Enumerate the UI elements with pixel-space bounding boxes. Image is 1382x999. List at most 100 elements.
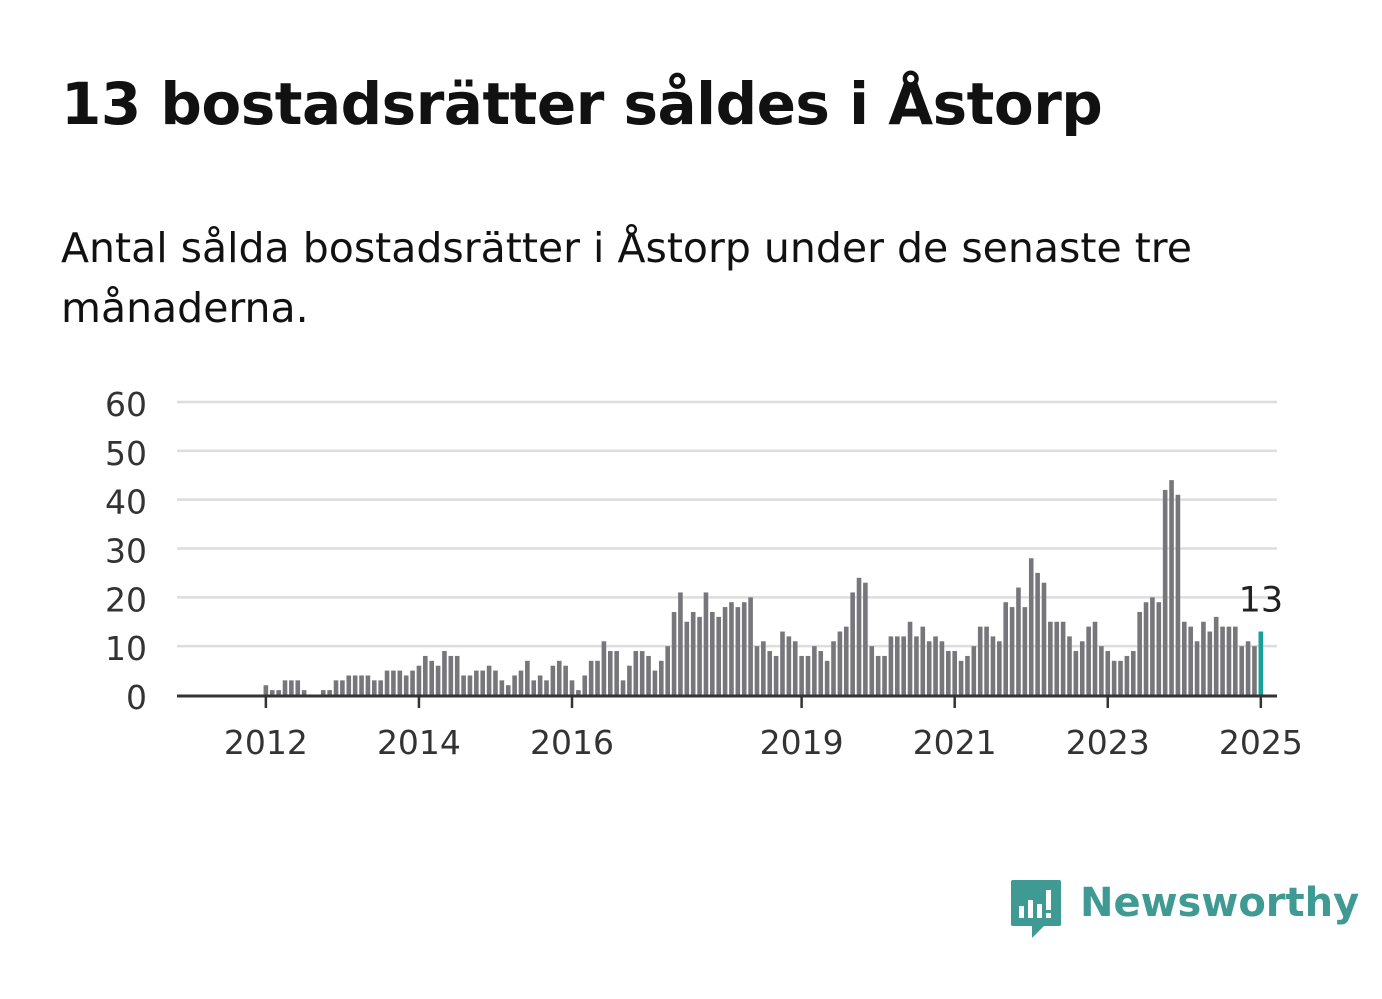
y-axis-ticks: 0 10 20 30 40 50 60 — [105, 385, 147, 717]
bar — [518, 670, 524, 695]
bar — [269, 690, 275, 695]
bar — [1028, 558, 1034, 695]
bar — [371, 680, 377, 695]
bar — [754, 646, 760, 695]
highlight-value-label: 13 — [1239, 581, 1284, 621]
bar — [697, 616, 702, 695]
bar — [537, 675, 543, 695]
bar — [467, 675, 473, 695]
bar — [920, 626, 926, 695]
bar — [633, 651, 639, 695]
bar — [748, 597, 753, 695]
bar — [690, 611, 696, 695]
bar — [486, 665, 492, 695]
bar — [812, 646, 817, 695]
bar — [984, 626, 989, 695]
bar — [1188, 626, 1193, 695]
bars — [263, 480, 1264, 695]
bar — [1201, 621, 1206, 695]
bar — [952, 651, 957, 695]
bar — [926, 641, 932, 695]
bar — [652, 670, 658, 695]
bar — [639, 651, 645, 695]
bar — [282, 680, 288, 695]
bar — [1169, 480, 1174, 695]
bar — [671, 611, 677, 695]
bar — [276, 690, 281, 695]
x-tick-label: 2014 — [377, 723, 461, 762]
bar — [818, 651, 824, 695]
bar — [1156, 602, 1162, 695]
bar — [454, 655, 460, 695]
bar — [767, 651, 773, 695]
bar — [1086, 626, 1091, 695]
bar — [595, 660, 600, 695]
bar — [684, 621, 690, 695]
bar — [448, 655, 454, 695]
bar — [939, 641, 945, 695]
bar — [1233, 626, 1238, 695]
bar — [958, 660, 964, 695]
bar — [327, 690, 332, 695]
bar — [1073, 651, 1079, 695]
bar — [1105, 651, 1111, 695]
bar — [525, 660, 530, 695]
bar — [1137, 611, 1142, 695]
bar — [627, 665, 632, 695]
x-tick-label: 2012 — [224, 723, 308, 762]
bar — [563, 665, 568, 695]
bar — [544, 680, 549, 695]
bar — [480, 670, 486, 695]
bar — [722, 607, 728, 695]
bar — [1009, 607, 1015, 695]
y-tick-label: 40 — [105, 483, 147, 522]
bar — [442, 651, 447, 695]
bar — [729, 602, 734, 695]
brand-name: Newsworthy — [1080, 880, 1360, 926]
bar — [901, 636, 906, 695]
bar — [703, 592, 709, 695]
bar — [576, 690, 581, 695]
bar — [678, 592, 683, 695]
bar — [601, 641, 607, 695]
bar — [1130, 651, 1136, 695]
bar — [1111, 660, 1117, 695]
bar — [320, 690, 326, 695]
bar — [588, 660, 594, 695]
bar — [263, 685, 269, 695]
bar — [799, 655, 804, 695]
bar — [990, 636, 996, 695]
bar — [665, 646, 670, 695]
bar — [474, 670, 479, 695]
bar — [786, 636, 792, 695]
bar — [741, 602, 747, 695]
bar — [946, 651, 951, 695]
bar — [646, 655, 651, 695]
bar — [831, 641, 836, 695]
bar — [773, 655, 779, 695]
bar — [423, 655, 428, 695]
bar — [1150, 597, 1155, 695]
bar — [1162, 489, 1168, 695]
bar — [1118, 660, 1123, 695]
x-axis-ticks: 2012 2014 2016 2019 2021 2023 2025 — [224, 697, 1303, 762]
bar — [1252, 646, 1257, 695]
y-tick-label: 60 — [105, 385, 147, 424]
bar — [1041, 582, 1047, 695]
bar — [843, 626, 849, 695]
y-tick-label: 30 — [105, 532, 147, 571]
x-tick-label: 2023 — [1066, 723, 1150, 762]
bar — [1226, 626, 1232, 695]
x-tick-label: 2021 — [913, 723, 997, 762]
bar — [582, 675, 588, 695]
bar — [710, 611, 715, 695]
bar — [359, 675, 364, 695]
bar — [391, 670, 396, 695]
bar — [837, 631, 843, 695]
bar — [384, 670, 390, 695]
y-tick-label: 50 — [105, 434, 147, 473]
bar — [716, 616, 722, 695]
bar — [1245, 641, 1251, 695]
bar — [1099, 646, 1104, 695]
